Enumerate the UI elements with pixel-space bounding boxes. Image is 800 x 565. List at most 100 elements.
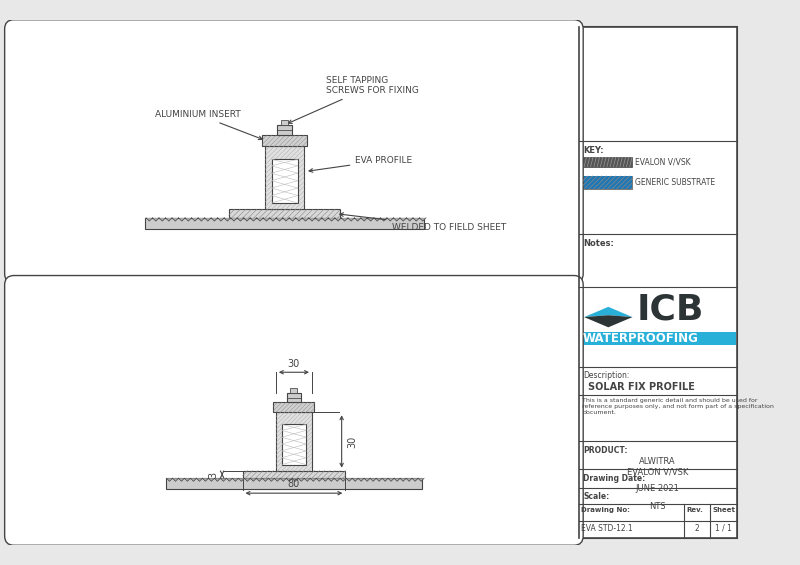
FancyBboxPatch shape [7, 27, 737, 538]
Polygon shape [280, 479, 286, 481]
Polygon shape [211, 218, 218, 221]
Polygon shape [322, 218, 328, 221]
Polygon shape [226, 479, 232, 481]
Text: EVALON V/VSK: EVALON V/VSK [627, 467, 688, 476]
Polygon shape [584, 307, 633, 317]
Bar [274, 402, 314, 412]
Polygon shape [230, 218, 237, 221]
Polygon shape [400, 479, 406, 481]
Bar [262, 135, 307, 146]
Bar [229, 210, 341, 218]
Polygon shape [202, 479, 209, 481]
Polygon shape [394, 218, 400, 221]
Bar [281, 120, 288, 125]
Polygon shape [185, 218, 192, 221]
Polygon shape [172, 218, 178, 221]
Polygon shape [290, 218, 296, 221]
Text: SOLAR FIX PROFILE: SOLAR FIX PROFILE [588, 381, 694, 392]
Polygon shape [298, 479, 304, 481]
Polygon shape [309, 218, 315, 221]
Polygon shape [412, 479, 418, 481]
Polygon shape [237, 218, 244, 221]
Polygon shape [268, 479, 274, 481]
Bar [578, 27, 737, 538]
Polygon shape [376, 479, 382, 481]
Polygon shape [381, 218, 387, 221]
Polygon shape [364, 479, 370, 481]
Polygon shape [346, 479, 352, 481]
Bar [166, 479, 422, 489]
Polygon shape [244, 218, 250, 221]
Bar [290, 389, 298, 393]
Polygon shape [218, 218, 224, 221]
Text: 2: 2 [694, 524, 699, 533]
Polygon shape [197, 479, 202, 481]
Polygon shape [146, 218, 153, 221]
Polygon shape [370, 479, 376, 481]
Polygon shape [256, 479, 262, 481]
Text: Sheet: Sheet [713, 507, 735, 513]
Polygon shape [361, 218, 367, 221]
Polygon shape [340, 479, 346, 481]
Text: ALUMINIUM INSERT: ALUMINIUM INSERT [155, 110, 262, 140]
Text: JUNE 2021: JUNE 2021 [636, 484, 679, 493]
Text: PRODUCT:: PRODUCT: [583, 446, 628, 455]
Polygon shape [250, 218, 257, 221]
Text: 3: 3 [208, 471, 218, 477]
Polygon shape [358, 479, 364, 481]
Polygon shape [304, 479, 310, 481]
Polygon shape [232, 479, 238, 481]
Bar [145, 218, 424, 229]
Text: SELF TAPPING
SCREWS FOR FIXING: SELF TAPPING SCREWS FOR FIXING [288, 76, 419, 123]
Polygon shape [302, 218, 309, 221]
Polygon shape [400, 218, 406, 221]
Polygon shape [382, 479, 388, 481]
Polygon shape [263, 218, 270, 221]
Text: KEY:: KEY: [583, 146, 604, 155]
Polygon shape [310, 479, 316, 481]
Polygon shape [367, 218, 374, 221]
Text: Notes:: Notes: [583, 239, 614, 248]
Polygon shape [406, 479, 412, 481]
Text: GENERIC SUBSTRATE: GENERIC SUBSTRATE [635, 178, 715, 187]
Polygon shape [224, 218, 230, 221]
Bar [583, 158, 631, 167]
Polygon shape [286, 479, 292, 481]
Polygon shape [221, 479, 226, 481]
Text: EVA PROFILE: EVA PROFILE [309, 156, 413, 172]
Bar [277, 125, 292, 135]
Text: Drawing Date:: Drawing Date: [583, 473, 646, 483]
Text: EVA STD-12.1: EVA STD-12.1 [582, 524, 633, 533]
Bar [583, 176, 631, 189]
Polygon shape [292, 479, 298, 481]
Polygon shape [205, 218, 211, 221]
Bar [282, 424, 306, 464]
Polygon shape [418, 479, 424, 481]
Polygon shape [185, 479, 190, 481]
Polygon shape [178, 218, 185, 221]
Polygon shape [296, 218, 302, 221]
Polygon shape [238, 479, 244, 481]
Polygon shape [198, 218, 205, 221]
Polygon shape [274, 479, 280, 481]
Polygon shape [406, 218, 413, 221]
Polygon shape [250, 479, 256, 481]
Polygon shape [315, 218, 322, 221]
Polygon shape [244, 479, 250, 481]
Bar [583, 176, 631, 189]
Polygon shape [190, 479, 197, 481]
Bar [579, 332, 736, 345]
Text: WATERPROOFING: WATERPROOFING [582, 332, 698, 345]
Text: Description:: Description: [583, 371, 630, 380]
Text: 1 / 1: 1 / 1 [714, 524, 732, 533]
Bar [265, 146, 304, 210]
Polygon shape [270, 218, 276, 221]
Polygon shape [584, 315, 633, 327]
Polygon shape [262, 479, 268, 481]
Polygon shape [374, 218, 381, 221]
Polygon shape [413, 218, 419, 221]
Text: 80: 80 [288, 480, 300, 489]
Polygon shape [276, 218, 282, 221]
Polygon shape [173, 479, 178, 481]
FancyBboxPatch shape [5, 276, 583, 545]
